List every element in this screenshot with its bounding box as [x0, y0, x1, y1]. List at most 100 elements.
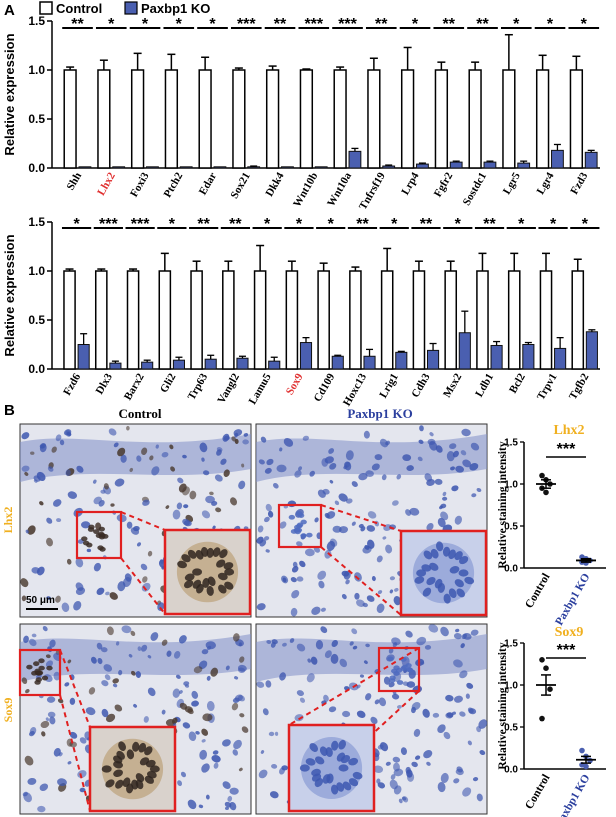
cell-nucleus — [209, 491, 214, 496]
category-label: Bcl2 — [507, 371, 528, 395]
cell-nucleus — [76, 465, 84, 473]
cell-nucleus — [440, 626, 449, 637]
cell-nucleus — [258, 769, 268, 779]
bar-ko — [416, 163, 429, 169]
cell-nucleus — [393, 768, 404, 777]
inset-cell — [309, 743, 319, 752]
follicle-cell — [26, 664, 33, 670]
cell-nucleus — [342, 710, 351, 718]
category-label: Foxi3 — [128, 170, 152, 199]
category-label: Msx2 — [441, 371, 464, 400]
cell-nucleus — [42, 625, 48, 632]
cell-nucleus — [224, 806, 229, 810]
cell-nucleus — [128, 653, 133, 658]
significance-stars: ** — [229, 216, 242, 233]
cell-nucleus — [345, 579, 350, 585]
cell-nucleus — [239, 656, 245, 663]
bar-control — [400, 69, 415, 169]
cell-nucleus — [205, 495, 215, 504]
bar-control — [412, 270, 426, 370]
cell-nucleus — [329, 538, 338, 547]
y-axis-label: Relative expression — [2, 234, 17, 356]
inset-cell — [322, 774, 331, 784]
significance-stars: * — [108, 16, 115, 33]
row-label-sox9: Sox9 — [1, 698, 15, 723]
y-tick-label: 1.5 — [28, 215, 45, 229]
bar-ko — [78, 166, 92, 169]
significance-stars: * — [142, 16, 149, 33]
follicle-cell — [41, 675, 49, 681]
data-point — [539, 657, 545, 663]
cell-nucleus — [215, 507, 222, 513]
follicle-cell — [300, 519, 307, 525]
bar-ko — [204, 358, 217, 370]
bar-control — [507, 270, 521, 370]
significance-stars: ** — [375, 16, 388, 33]
cell-nucleus — [446, 451, 455, 462]
inset-cell — [181, 554, 191, 563]
cell-nucleus — [437, 782, 446, 793]
cell-nucleus — [201, 763, 210, 773]
cell-nucleus — [328, 448, 335, 454]
category-label: Edar — [197, 170, 219, 197]
cell-nucleus — [392, 500, 399, 506]
cell-nucleus — [39, 783, 49, 792]
cell-nucleus — [467, 707, 474, 714]
cell-nucleus — [86, 548, 92, 553]
cell-nucleus — [155, 444, 159, 449]
bar-ko — [247, 166, 261, 169]
inset-cell — [330, 784, 339, 795]
micrograph-grid: 50 μm — [18, 423, 488, 815]
cell-nucleus — [376, 603, 385, 614]
cell-nucleus — [233, 633, 240, 642]
bar-ko — [331, 355, 344, 370]
cell-nucleus — [46, 696, 56, 703]
cell-nucleus — [467, 740, 472, 746]
cell-nucleus — [229, 787, 239, 795]
cell-nucleus — [231, 702, 239, 711]
y-tick-label: 1.0 — [28, 264, 45, 278]
cell-nucleus — [452, 450, 459, 458]
legend-ko-swatch — [124, 1, 138, 15]
inset-cell — [456, 588, 466, 598]
cell-nucleus — [476, 726, 482, 733]
cell-nucleus — [177, 780, 183, 787]
significance-stars: *** — [338, 16, 357, 33]
cell-nucleus — [437, 517, 446, 528]
cell-nucleus — [422, 708, 430, 718]
cell-nucleus — [352, 645, 358, 650]
cell-nucleus — [126, 521, 133, 529]
cell-nucleus — [166, 650, 172, 657]
cell-nucleus — [304, 548, 315, 557]
cell-nucleus — [266, 458, 274, 466]
cell-nucleus — [373, 765, 384, 773]
bar-ko — [112, 166, 126, 169]
cell-nucleus — [36, 566, 45, 576]
cell-nucleus — [97, 657, 103, 665]
cell-nucleus — [445, 712, 453, 719]
cell-nucleus — [52, 499, 62, 507]
cell-nucleus — [90, 656, 97, 664]
scale-bar-label: 50 μm — [26, 595, 55, 606]
data-point — [579, 747, 585, 754]
row-label-lhx2: Lhx2 — [1, 507, 15, 534]
cell-nucleus — [198, 804, 204, 809]
cell-nucleus — [122, 577, 132, 587]
roi-box — [377, 646, 421, 693]
cell-nucleus — [57, 778, 67, 787]
cell-nucleus — [188, 731, 197, 742]
cell-nucleus — [201, 739, 206, 743]
follicle-cell — [406, 667, 414, 673]
bar-control — [253, 270, 267, 370]
cell-nucleus — [455, 465, 464, 473]
follicle-cell — [81, 536, 88, 542]
cell-nucleus — [56, 518, 62, 523]
cell-nucleus — [326, 511, 336, 519]
cell-nucleus — [25, 689, 30, 694]
cell-nucleus — [182, 722, 191, 729]
significance-stars: ** — [197, 216, 210, 233]
cell-nucleus — [424, 644, 432, 650]
cell-nucleus — [232, 749, 238, 756]
bar-ko — [449, 161, 463, 169]
